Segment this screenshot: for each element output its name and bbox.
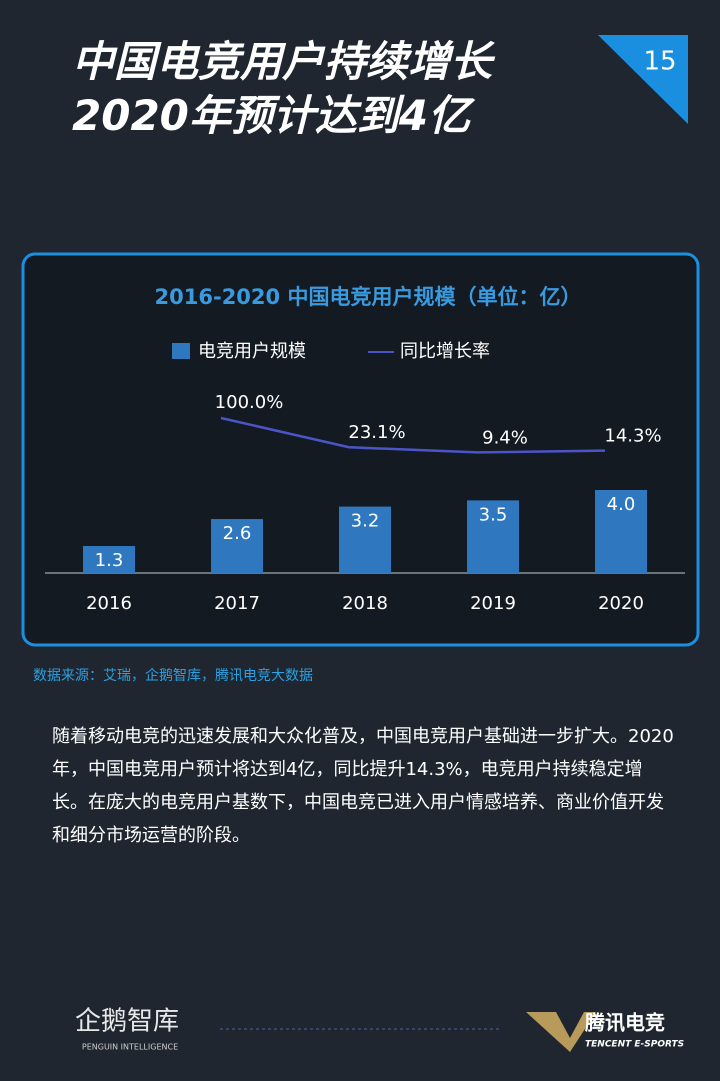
right-logo: 腾讯电竞 <box>585 1011 665 1035</box>
page-badge <box>598 35 688 124</box>
legend-label: 电竞用户规模 <box>198 341 306 362</box>
left-logo-sub: PENGUIN INTELLIGENCE <box>82 1043 178 1052</box>
bar <box>467 500 519 573</box>
bar <box>83 546 135 573</box>
legend-swatch <box>172 343 190 359</box>
x-tick-label: 2020 <box>598 593 644 614</box>
body-text: 随着移动电竞的迅速发展和大众化普及，中国电竞用户基础进一步扩大。2020年，中国… <box>52 726 674 846</box>
bar-label: 1.3 <box>95 550 124 571</box>
right-logo-mark <box>526 1012 596 1052</box>
x-tick-label: 2016 <box>86 593 132 614</box>
line-label: 23.1% <box>348 422 405 443</box>
bar-label: 3.5 <box>479 504 508 525</box>
title-line: 中国电竞用户持续增长 <box>72 37 493 86</box>
page-number: 15 <box>643 47 676 77</box>
chart-title: 2016-2020 中国电竞用户规模（单位：亿） <box>155 285 582 309</box>
bar-label: 2.6 <box>223 523 252 544</box>
left-logo: 企鹅智库 <box>75 1007 179 1037</box>
bar <box>211 519 263 573</box>
x-tick-label: 2018 <box>342 593 388 614</box>
legend-label: 同比增长率 <box>400 341 490 362</box>
growth-line <box>220 416 606 454</box>
bar <box>595 490 647 573</box>
line-label: 9.4% <box>482 427 528 448</box>
chart-panel <box>21 252 700 647</box>
x-tick-label: 2019 <box>470 593 516 614</box>
source: 数据来源：艾瑞，企鹅智库，腾讯电竞大数据 <box>33 667 313 684</box>
bar-label: 3.2 <box>351 511 380 532</box>
x-tick-label: 2017 <box>214 593 260 614</box>
line-label: 14.3% <box>604 426 661 447</box>
bar-label: 4.0 <box>607 494 636 515</box>
title-line: 2020年预计达到4亿 <box>72 91 471 140</box>
right-logo-sub: TENCENT E-SPORTS <box>585 1040 684 1050</box>
line-label: 100.0% <box>215 392 284 413</box>
bar <box>339 506 391 573</box>
